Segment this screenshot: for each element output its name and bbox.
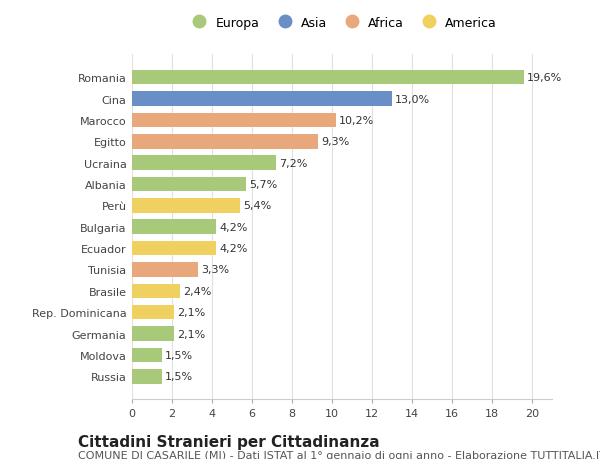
- Text: 2,1%: 2,1%: [177, 329, 205, 339]
- Text: 5,4%: 5,4%: [243, 201, 271, 211]
- Text: 2,4%: 2,4%: [183, 286, 211, 296]
- Bar: [132, 199, 240, 213]
- Text: 13,0%: 13,0%: [395, 94, 430, 104]
- Bar: [132, 134, 318, 149]
- Text: 4,2%: 4,2%: [219, 222, 247, 232]
- Bar: [132, 71, 524, 85]
- Bar: [132, 263, 198, 277]
- Bar: [132, 348, 162, 362]
- Bar: [132, 284, 180, 298]
- Bar: [132, 92, 392, 106]
- Bar: [132, 177, 246, 192]
- Bar: [132, 156, 276, 170]
- Text: 4,2%: 4,2%: [219, 244, 247, 253]
- Bar: [132, 305, 174, 320]
- Text: 7,2%: 7,2%: [279, 158, 307, 168]
- Bar: [132, 220, 216, 235]
- Text: 10,2%: 10,2%: [339, 116, 374, 126]
- Bar: [132, 113, 336, 128]
- Text: 9,3%: 9,3%: [321, 137, 349, 147]
- Text: 1,5%: 1,5%: [165, 350, 193, 360]
- Text: 5,7%: 5,7%: [249, 179, 277, 190]
- Legend: Europa, Asia, Africa, America: Europa, Asia, Africa, America: [187, 17, 497, 29]
- Text: Cittadini Stranieri per Cittadinanza: Cittadini Stranieri per Cittadinanza: [78, 434, 380, 449]
- Text: 19,6%: 19,6%: [527, 73, 562, 83]
- Text: 3,3%: 3,3%: [201, 265, 229, 275]
- Bar: [132, 241, 216, 256]
- Bar: [132, 369, 162, 384]
- Bar: [132, 326, 174, 341]
- Text: COMUNE DI CASARILE (MI) - Dati ISTAT al 1° gennaio di ogni anno - Elaborazione T: COMUNE DI CASARILE (MI) - Dati ISTAT al …: [78, 450, 600, 459]
- Text: 2,1%: 2,1%: [177, 308, 205, 318]
- Text: 1,5%: 1,5%: [165, 371, 193, 381]
